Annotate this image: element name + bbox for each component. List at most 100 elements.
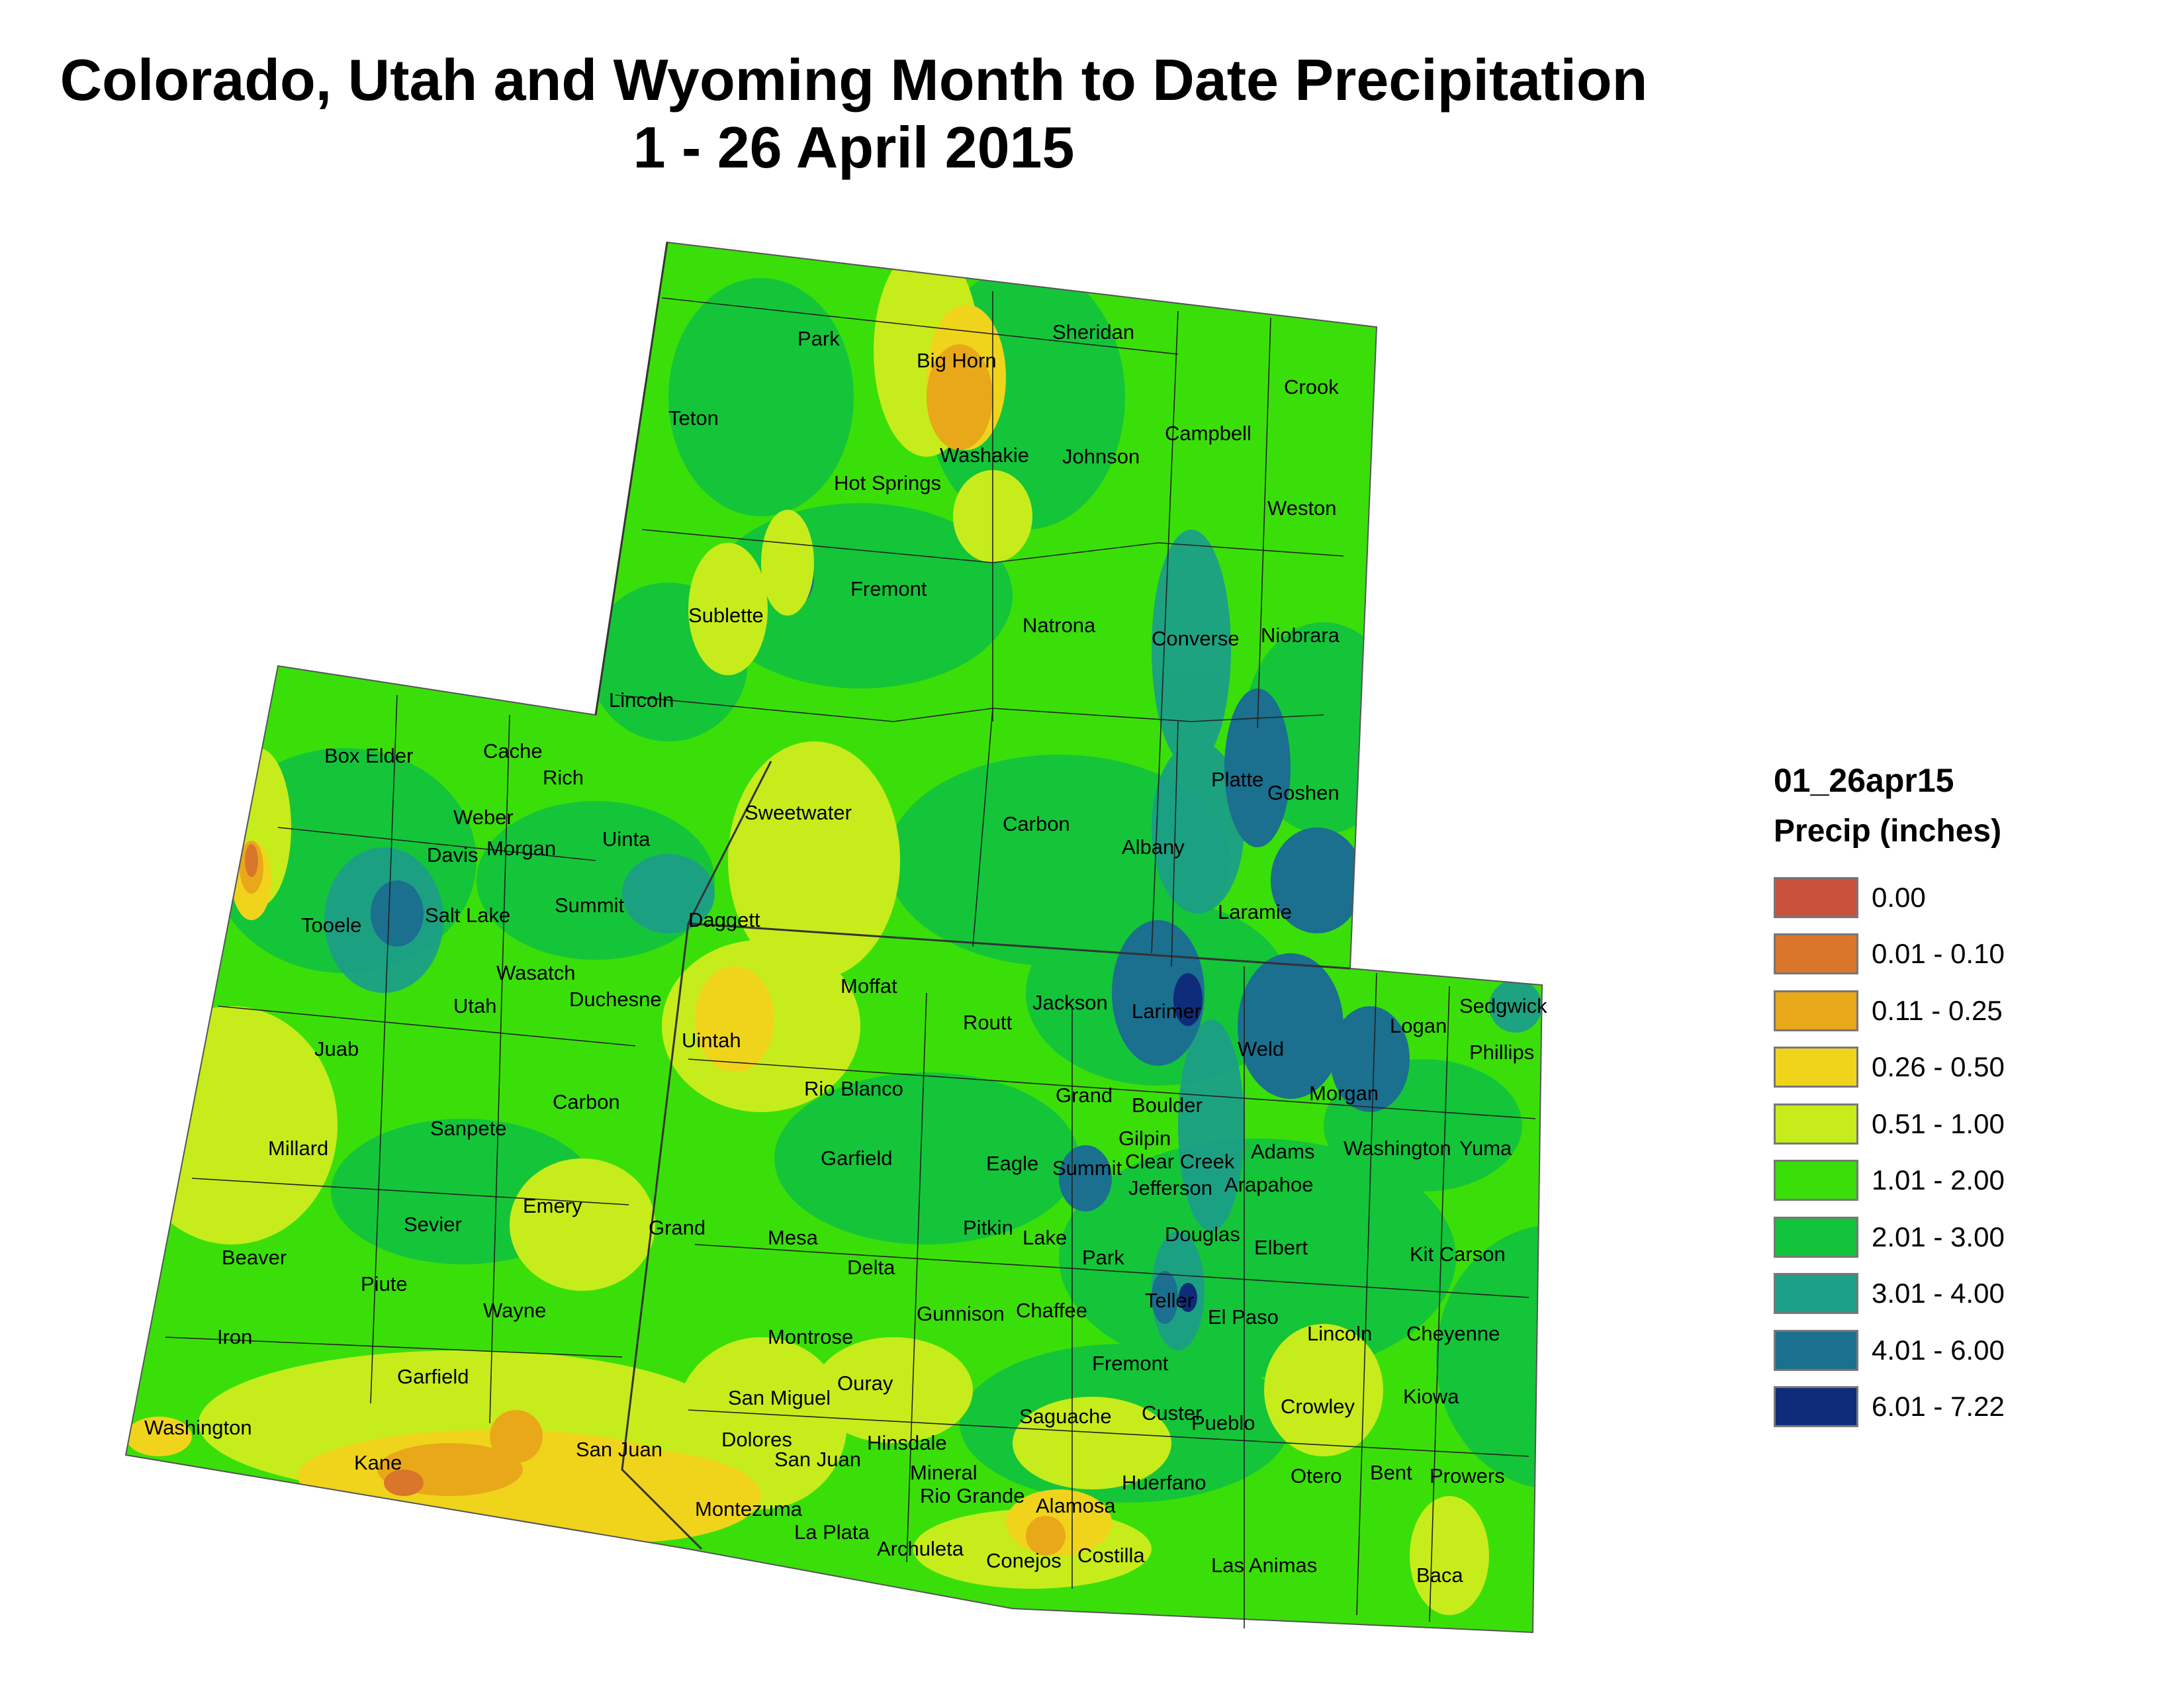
legend-swatch	[1774, 1386, 1858, 1428]
county-label: Douglas	[1165, 1223, 1240, 1246]
county-label: Costilla	[1077, 1544, 1145, 1567]
county-label: Crowley	[1281, 1395, 1355, 1418]
legend-item: 2.01 - 3.00	[1774, 1209, 2118, 1266]
county-label: San Juan	[576, 1438, 662, 1461]
county-label: Mineral	[910, 1461, 978, 1484]
county-label: Custer	[1142, 1401, 1202, 1425]
legend-item: 3.01 - 4.00	[1774, 1266, 2118, 1323]
county-label: Las Animas	[1211, 1554, 1317, 1577]
county-label: Sevier	[404, 1213, 462, 1236]
legend-label: 0.51 - 1.00	[1872, 1107, 2005, 1139]
county-label: Morgan	[1309, 1082, 1379, 1105]
county-label: Lake	[1023, 1226, 1067, 1249]
legend-label: 4.01 - 6.00	[1872, 1334, 2005, 1366]
county-label: Washington	[144, 1416, 252, 1439]
county-label: Washakie	[940, 444, 1029, 467]
county-label: Sweetwater	[745, 801, 852, 824]
county-label: San Juan	[774, 1448, 861, 1471]
county-label: Grand	[1056, 1084, 1113, 1107]
legend-swatch	[1774, 876, 1858, 918]
legend-item: 4.01 - 6.00	[1774, 1322, 2118, 1379]
county-label: Garfield	[821, 1147, 893, 1170]
utah-county-labels: Box Elder Cache Rich Weber Morgan Davis …	[144, 739, 760, 1474]
county-label: Converse	[1152, 627, 1240, 650]
county-label: Jefferson	[1128, 1176, 1212, 1199]
county-label: Weld	[1238, 1037, 1284, 1060]
county-label: Salt Lake	[425, 904, 510, 927]
county-label: Albany	[1122, 835, 1185, 859]
county-label: Crook	[1284, 375, 1339, 399]
county-label: San Miguel	[728, 1386, 831, 1409]
county-label: Laramie	[1218, 900, 1292, 923]
county-label: Johnson	[1062, 445, 1140, 468]
county-label: Wasatch	[496, 961, 575, 984]
county-label: Archuleta	[877, 1537, 964, 1560]
county-label: Uinta	[602, 827, 651, 851]
county-label: Washington	[1343, 1137, 1451, 1160]
legend-title: 01_26apr15	[1774, 762, 1954, 799]
county-label: Teller	[1145, 1289, 1194, 1312]
county-label: Saguache	[1019, 1405, 1112, 1428]
legend-item: 0.00	[1774, 869, 2118, 926]
county-label: Eagle	[986, 1152, 1038, 1175]
county-label: Beaver	[222, 1246, 287, 1269]
county-label: Baca	[1416, 1564, 1463, 1587]
map-title: Colorado, Utah and Wyoming Month to Date…	[60, 47, 1648, 113]
county-label: Chaffee	[1016, 1299, 1087, 1322]
state-boundaries	[124, 241, 1543, 1634]
county-label: Pitkin	[963, 1216, 1013, 1239]
county-label: Sheridan	[1052, 320, 1134, 344]
county-label: Elbert	[1254, 1236, 1308, 1259]
county-label: Prowers	[1430, 1464, 1505, 1487]
county-label: Kane	[354, 1451, 402, 1474]
county-label: Rio Grande	[920, 1484, 1025, 1507]
county-label: Fremont	[850, 577, 927, 600]
county-label: Goshen	[1267, 781, 1340, 804]
legend-swatch	[1774, 933, 1858, 975]
county-label: Piute	[361, 1272, 408, 1295]
county-label: Boulder	[1132, 1094, 1203, 1117]
legend-item: 1.01 - 2.00	[1774, 1152, 2118, 1209]
county-label: Clear Creek	[1125, 1150, 1235, 1173]
county-label: Garfield	[397, 1365, 469, 1388]
county-label: Conejos	[986, 1549, 1062, 1572]
county-label: Park	[1082, 1246, 1124, 1269]
county-label: Sedgwick	[1459, 994, 1547, 1017]
wyoming-county-labels: Park Big Horn Sheridan Crook Teton Campb…	[602, 320, 1340, 923]
county-label: Arapahoe	[1224, 1173, 1313, 1196]
county-label: Yuma	[1459, 1137, 1512, 1160]
legend-label: 3.01 - 4.00	[1872, 1278, 2005, 1309]
county-label: Tooele	[301, 914, 361, 937]
county-label: Alamosa	[1036, 1494, 1116, 1517]
county-label: Hinsdale	[867, 1431, 947, 1454]
county-label: Daggett	[688, 908, 760, 931]
county-label: Weber	[453, 806, 514, 829]
county-label: Niobrara	[1261, 624, 1340, 647]
county-label: Morgan	[486, 837, 556, 860]
legend-subtitle: Precip (inches)	[1774, 814, 2002, 849]
county-label: Summit	[1052, 1156, 1122, 1180]
legend-swatch	[1774, 1103, 1858, 1145]
county-label: Summit	[555, 894, 624, 917]
county-label: Millard	[268, 1137, 328, 1160]
legend-swatch	[1774, 1160, 1858, 1201]
legend-label: 0.11 - 0.25	[1872, 994, 2003, 1026]
county-label: Gilpin	[1118, 1127, 1171, 1150]
county-label: Cache	[483, 739, 543, 763]
legend-items: 0.00 0.01 - 0.10 0.11 - 0.25 0.26 - 0.50 0.5…	[1774, 869, 2118, 1435]
county-label: El Paso	[1208, 1305, 1279, 1329]
county-label: Cheyenne	[1406, 1322, 1500, 1345]
legend-swatch	[1774, 1216, 1858, 1258]
county-label: Lincoln	[609, 688, 674, 712]
county-label: Teton	[668, 406, 719, 430]
county-label: Bent	[1370, 1461, 1412, 1484]
county-label: Kit Carson	[1410, 1243, 1506, 1266]
county-label: Juab	[314, 1037, 359, 1060]
legend-item: 6.01 - 7.22	[1774, 1379, 2118, 1436]
legend-swatch	[1774, 1273, 1858, 1315]
county-label: Otero	[1291, 1464, 1342, 1487]
county-label: Fremont	[1092, 1352, 1169, 1375]
county-label: Natrona	[1023, 614, 1096, 637]
county-label: Montrose	[768, 1325, 853, 1348]
